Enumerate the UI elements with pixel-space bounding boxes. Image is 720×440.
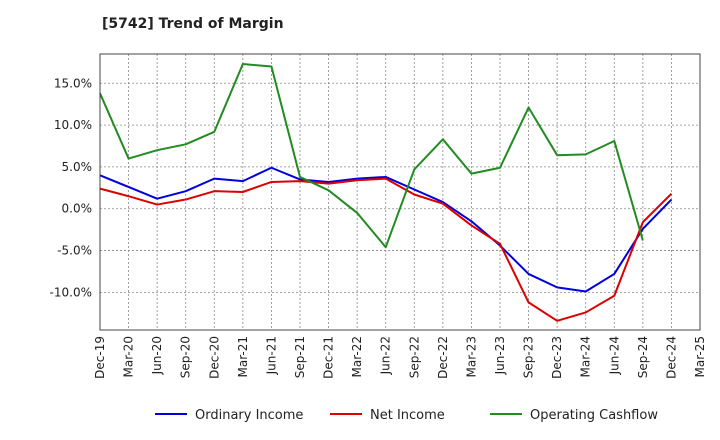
- x-tick-label: Sep-21: [293, 336, 307, 378]
- plot-area: [100, 54, 700, 330]
- legend: Ordinary Income Net Income Operating Cashf…: [155, 408, 658, 423]
- series-line-ordinary-income: [99, 166, 673, 293]
- plot-frame: [99, 53, 701, 331]
- x-tick-label: Jun-23: [493, 336, 507, 375]
- x-tick-label: Mar-24: [579, 336, 593, 377]
- y-tick-label: 10.0%: [54, 118, 92, 132]
- x-tick-label: Dec-22: [436, 336, 450, 379]
- legend-label: Ordinary Income: [195, 408, 303, 423]
- y-tick-label: 15.0%: [54, 76, 92, 90]
- x-tick-labels: Dec-19 Mar-20 Jun-20 Sep-20 Dec-20 Mar-21 Jun-…: [93, 336, 707, 379]
- chart-title: [5742] Trend of Margin: [102, 16, 284, 32]
- x-tick-label: Sep-20: [179, 336, 193, 378]
- series-line-net-income: [99, 177, 673, 322]
- x-tick-label: Dec-20: [207, 336, 221, 379]
- y-tick-label: 0.0%: [62, 202, 93, 216]
- x-tick-label: Dec-19: [93, 336, 107, 379]
- legend-label: Operating Cashflow: [530, 408, 658, 423]
- y-tick-label: 5.0%: [62, 160, 93, 174]
- y-tick-label: -5.0%: [57, 244, 92, 258]
- x-tick-label: Mar-20: [122, 336, 136, 377]
- x-tick-label: Sep-22: [407, 336, 421, 378]
- x-tick-label: Jun-24: [607, 336, 621, 375]
- y-tick-label: -10.0%: [50, 285, 92, 299]
- x-tick-label: Mar-23: [464, 336, 478, 377]
- series-lines: [99, 63, 673, 322]
- legend-label: Net Income: [370, 408, 445, 423]
- x-tick-label: Sep-24: [636, 336, 650, 378]
- x-tick-label: Jun-21: [264, 336, 278, 375]
- y-tick-labels: 15.0% 10.0% 5.0% 0.0% -5.0% -10.0%: [50, 76, 92, 299]
- x-tick-label: Mar-25: [693, 336, 707, 377]
- x-tick-label: Mar-22: [350, 336, 364, 377]
- series-line-operating-cashflow: [99, 63, 644, 249]
- x-tick-label: Sep-23: [522, 336, 536, 378]
- x-tick-label: Jun-20: [150, 336, 164, 375]
- x-tick-label: Dec-21: [322, 336, 336, 379]
- x-tick-label: Mar-21: [236, 336, 250, 377]
- x-tick-label: Jun-22: [379, 336, 393, 375]
- x-tick-label: Dec-24: [664, 336, 678, 379]
- x-tick-label: Dec-23: [550, 336, 564, 379]
